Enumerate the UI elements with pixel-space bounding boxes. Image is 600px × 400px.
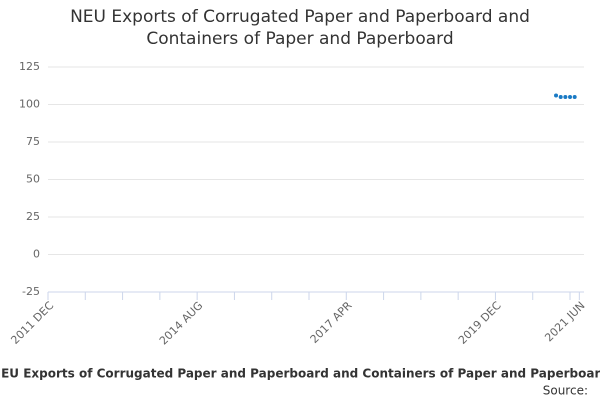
- y-tick-label: 50: [26, 173, 40, 186]
- y-tick-label: 125: [19, 60, 40, 73]
- chart-title: NEU Exports of Corrugated Paper and Pape…: [70, 7, 530, 49]
- point: [572, 95, 577, 99]
- chart-subtitle: NEU Exports of Corrugated Paper and Pape…: [0, 367, 600, 381]
- x-tick-label: 2014 AUG: [157, 299, 206, 348]
- x-tick-label: 2017 APR: [308, 299, 355, 346]
- x-tick-label: 2019 DEC: [456, 299, 504, 347]
- point: [563, 95, 568, 99]
- y-tick-label: 100: [19, 98, 40, 111]
- point: [558, 95, 563, 99]
- y-tick-label: 75: [26, 135, 40, 148]
- x-tick-label: 2021 JUN: [542, 299, 587, 344]
- y-tick-label: 25: [26, 210, 40, 223]
- y-tick-label: -25: [22, 285, 40, 298]
- point: [554, 93, 559, 98]
- x-tick-label: 2011 DEC: [8, 299, 56, 347]
- y-tick-label: 0: [33, 248, 40, 261]
- source: Source:: [543, 384, 588, 398]
- point: [568, 95, 573, 99]
